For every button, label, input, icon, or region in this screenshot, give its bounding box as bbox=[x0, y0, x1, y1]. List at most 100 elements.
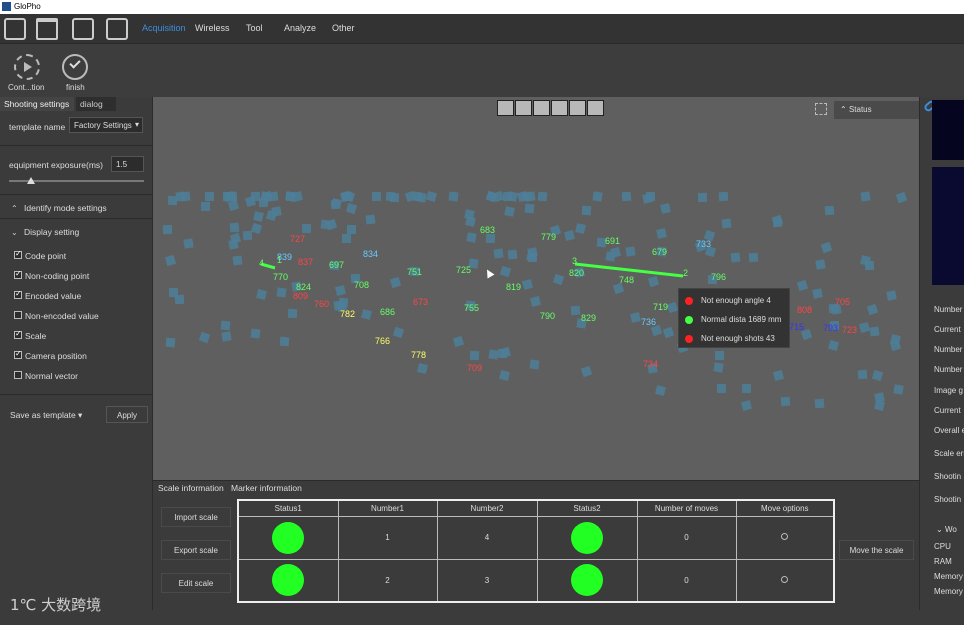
menu-acquisition[interactable]: Acquisition bbox=[142, 23, 186, 33]
point-label[interactable]: 778 bbox=[411, 350, 427, 360]
point-label[interactable]: 733 bbox=[696, 239, 712, 249]
point-label[interactable]: 705 bbox=[835, 297, 851, 307]
point-label[interactable]: 719 bbox=[653, 302, 669, 312]
stat-label: Memory bbox=[934, 587, 963, 596]
display-setting-header[interactable]: ⌄ Display setting bbox=[11, 227, 79, 237]
menu-analyze[interactable]: Analyze bbox=[284, 23, 317, 33]
move-option-radio[interactable] bbox=[781, 533, 789, 540]
fullscreen-icon[interactable] bbox=[815, 103, 827, 115]
point-label[interactable]: 723 bbox=[842, 325, 858, 335]
target-icon[interactable] bbox=[551, 100, 568, 116]
move-option-cell bbox=[735, 558, 835, 603]
checkbox-scale[interactable] bbox=[14, 329, 22, 339]
point-label[interactable]: 824 bbox=[296, 282, 312, 292]
exposure-input[interactable]: 1.5 bbox=[111, 156, 144, 172]
tab-scale-information[interactable]: Scale information bbox=[158, 483, 224, 493]
chevron-up-icon: ⌃ bbox=[840, 105, 847, 114]
checkbox-encoded-value[interactable] bbox=[14, 289, 22, 299]
point-label[interactable]: 673 bbox=[413, 297, 429, 307]
point-label[interactable]: 1 bbox=[277, 255, 283, 265]
point-label[interactable]: 751 bbox=[407, 267, 423, 277]
point-label[interactable]: 736 bbox=[641, 317, 657, 327]
point-label[interactable]: 760 bbox=[314, 299, 330, 309]
point-label[interactable]: 727 bbox=[290, 234, 306, 244]
menu-tool[interactable]: Tool bbox=[246, 23, 263, 33]
import-scale-button[interactable]: Import scale bbox=[161, 507, 231, 527]
checkbox-non-encoded-value[interactable] bbox=[14, 311, 22, 319]
checkbox-normal-vector[interactable] bbox=[14, 371, 22, 379]
point-label[interactable]: 683 bbox=[480, 225, 496, 235]
point-label[interactable]: 834 bbox=[363, 249, 379, 259]
point-label[interactable]: 782 bbox=[340, 309, 356, 319]
watermark: 1℃ 大数跨境 bbox=[10, 596, 102, 614]
save-as-template-dropdown[interactable]: Save as template ▾ bbox=[10, 410, 83, 420]
point-label[interactable]: 748 bbox=[619, 275, 635, 285]
new-project-icon[interactable] bbox=[4, 18, 26, 40]
work-section-header[interactable]: ⌄ Wo bbox=[936, 525, 957, 534]
tab-dialog[interactable]: dialog bbox=[76, 97, 116, 111]
template-select[interactable]: Factory Settings bbox=[69, 117, 143, 133]
marker-square bbox=[286, 192, 295, 201]
export-scale-button[interactable]: Export scale bbox=[161, 540, 231, 560]
checkbox-non-coding-point[interactable] bbox=[14, 269, 22, 279]
zoom-icon[interactable] bbox=[587, 100, 604, 116]
point-label[interactable]: 770 bbox=[273, 272, 289, 282]
open-folder-icon[interactable] bbox=[36, 18, 58, 40]
point-label[interactable]: 691 bbox=[605, 236, 621, 246]
point-label[interactable]: 820 bbox=[569, 268, 585, 278]
tab-marker-information[interactable]: Marker information bbox=[231, 483, 302, 493]
save-icon[interactable] bbox=[72, 18, 94, 40]
lasso-select-icon[interactable] bbox=[533, 100, 550, 116]
view-front-icon[interactable] bbox=[497, 100, 514, 116]
exposure-slider-thumb[interactable] bbox=[27, 177, 35, 184]
point-label[interactable]: 829 bbox=[581, 313, 597, 323]
point-label[interactable]: 715 bbox=[789, 322, 805, 332]
3d-viewport[interactable]: ⌃ Status 683 779 691 679 733 834 697 751 725 820 7… bbox=[153, 97, 919, 480]
continuous-button[interactable] bbox=[14, 54, 40, 80]
view-perspective-icon[interactable] bbox=[515, 100, 532, 116]
point-label[interactable]: 819 bbox=[506, 282, 522, 292]
apply-button[interactable]: Apply bbox=[106, 406, 148, 423]
point-label[interactable]: 837 bbox=[298, 257, 314, 267]
table-row[interactable]: 2 3 0 bbox=[237, 558, 835, 603]
point-label[interactable]: 734 bbox=[643, 359, 659, 369]
export-icon[interactable] bbox=[106, 18, 128, 40]
status-panel-header[interactable]: ⌃ Status bbox=[834, 101, 919, 119]
checkbox-camera-position[interactable] bbox=[14, 349, 22, 359]
point-label[interactable]: 766 bbox=[375, 336, 391, 346]
point-label[interactable]: 2 bbox=[683, 268, 689, 278]
point-label[interactable]: 725 bbox=[456, 265, 472, 275]
point-label[interactable]: 3 bbox=[572, 256, 578, 266]
point-label[interactable]: 809 bbox=[293, 291, 309, 301]
rotate-icon[interactable] bbox=[569, 100, 586, 116]
point-label[interactable]: 686 bbox=[380, 307, 396, 317]
point-label[interactable]: 779 bbox=[541, 232, 557, 242]
tab-shooting-settings[interactable]: Shooting settings bbox=[0, 97, 74, 111]
checkbox-code-point[interactable] bbox=[14, 249, 22, 259]
point-label[interactable]: 790 bbox=[540, 311, 556, 321]
point-label[interactable]: 708 bbox=[354, 280, 370, 290]
point-label[interactable]: 839 bbox=[277, 252, 293, 262]
point-label[interactable]: 679 bbox=[652, 247, 668, 257]
table-row[interactable]: 1 4 0 bbox=[237, 515, 835, 560]
table-header-row: Status1 Number1 Number2 Status2 Number o… bbox=[237, 499, 835, 517]
point-label[interactable]: 4 bbox=[259, 258, 265, 268]
acquisition-toolbar: Cont...tion finish bbox=[0, 43, 964, 97]
point-label[interactable]: 697 bbox=[329, 260, 345, 270]
edit-scale-button[interactable]: Edit scale bbox=[161, 573, 231, 593]
identify-mode-header[interactable]: ⌃ Identify mode settings bbox=[11, 203, 107, 213]
point-label[interactable]: 709 bbox=[467, 363, 483, 373]
exposure-slider-track[interactable] bbox=[9, 180, 144, 182]
scale-bar-1 bbox=[574, 262, 684, 278]
move-scale-button[interactable]: Move the scale bbox=[839, 540, 914, 560]
point-label[interactable]: 808 bbox=[797, 305, 813, 315]
point-label[interactable]: 793 bbox=[823, 323, 839, 333]
error-dot-icon bbox=[685, 335, 693, 343]
menu-wireless[interactable]: Wireless bbox=[195, 23, 230, 33]
status-label: Number bbox=[934, 305, 963, 314]
menu-other[interactable]: Other bbox=[332, 23, 355, 33]
finish-button[interactable] bbox=[62, 54, 88, 80]
move-option-radio[interactable] bbox=[781, 575, 789, 583]
point-label[interactable]: 796 bbox=[711, 272, 727, 282]
point-label[interactable]: 755 bbox=[464, 303, 480, 313]
